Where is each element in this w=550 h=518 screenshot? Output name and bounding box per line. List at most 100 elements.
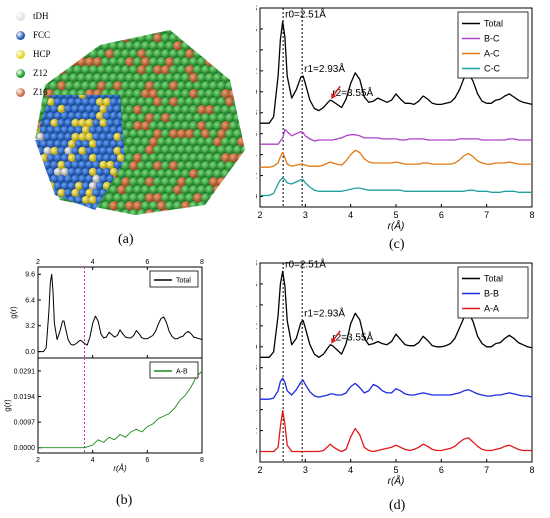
atom-sphere <box>117 57 127 67</box>
atom-sphere <box>50 174 59 184</box>
atom-sphere <box>89 49 99 59</box>
atom-sphere <box>213 153 223 163</box>
atom-sphere <box>153 161 163 171</box>
atom-sphere <box>81 209 91 210</box>
atom-sphere <box>161 97 171 107</box>
atom-sphere <box>193 81 203 91</box>
x-tick-label: 3 <box>303 210 308 220</box>
atom-sphere <box>85 30 95 35</box>
atom-sphere <box>193 209 203 215</box>
y-tick-label: 14 <box>256 45 257 55</box>
atom-sphere <box>125 57 135 67</box>
legend-swatch <box>16 30 25 40</box>
atom-sphere <box>137 81 147 91</box>
atom-sphere <box>37 169 47 179</box>
atom-sphere <box>125 185 135 195</box>
atom-sphere <box>185 113 195 123</box>
atom-sphere <box>105 81 115 91</box>
atom-sphere <box>125 169 135 179</box>
atom-sphere <box>67 167 77 177</box>
atom-sphere <box>145 81 155 91</box>
atom-sphere <box>157 169 167 179</box>
panel-a-caption: (a) <box>118 232 134 247</box>
atom-sphere <box>35 139 42 149</box>
atom-sphere <box>41 209 51 215</box>
atom-sphere <box>89 65 99 75</box>
atom-sphere <box>77 73 87 83</box>
atom-sphere <box>88 139 98 149</box>
atom-sphere <box>35 181 42 191</box>
legend-item-hcp: HCP <box>16 46 76 62</box>
atom-sphere <box>141 30 151 35</box>
y-tick-label: 18 <box>256 258 257 268</box>
atom-sphere <box>165 121 175 131</box>
atom-sphere <box>157 137 167 147</box>
atom-sphere <box>121 161 131 171</box>
atom-sphere <box>201 145 211 155</box>
x-tick-label: 4 <box>91 457 95 464</box>
atom-sphere <box>185 161 195 171</box>
atom-sphere <box>88 195 98 205</box>
atom-sphere <box>189 57 199 67</box>
atom-sphere <box>177 177 187 187</box>
atom-sphere <box>102 139 112 149</box>
atom-sphere <box>137 97 147 107</box>
x-tick-label: 6 <box>145 259 149 266</box>
atom-sphere <box>193 113 203 123</box>
atom-sphere <box>53 201 63 211</box>
atom-sphere <box>116 139 125 149</box>
atom-sphere <box>165 89 175 99</box>
atom-sphere <box>116 153 125 163</box>
atom-sphere <box>245 25 250 35</box>
x-tick-label: 3 <box>303 465 308 475</box>
atom-sphere <box>71 202 80 210</box>
atom-sphere <box>205 89 215 99</box>
atom-sphere <box>81 65 91 75</box>
atom-sphere <box>36 174 45 184</box>
y-tick-label: 10 <box>256 342 257 352</box>
atom-sphere <box>149 57 159 67</box>
atom-sphere <box>88 167 98 177</box>
atom-sphere <box>113 132 122 142</box>
atom-sphere <box>153 113 163 123</box>
atom-sphere <box>173 30 183 35</box>
atom-sphere <box>57 146 66 156</box>
atom-sphere <box>129 97 139 107</box>
atom-sphere <box>201 33 211 43</box>
atom-sphere <box>165 30 175 35</box>
atom-sphere <box>88 125 98 135</box>
atom-sphere <box>173 137 183 147</box>
atom-sphere <box>99 174 108 184</box>
atom-sphere <box>241 65 245 75</box>
atom-sphere <box>95 153 105 163</box>
atom-sphere <box>237 105 245 115</box>
atom-sphere <box>137 161 147 171</box>
atom-sphere <box>133 121 143 131</box>
panel-d-caption: (d) <box>389 498 406 513</box>
atom-sphere <box>141 169 151 179</box>
atom-sphere <box>157 201 167 211</box>
y-tick-label: 4 <box>256 150 257 160</box>
y-tick-label: 3.2 <box>25 323 35 330</box>
atom-sphere <box>129 81 139 91</box>
atom-sphere <box>49 209 59 215</box>
atom-sphere <box>67 97 77 107</box>
atom-sphere <box>205 169 215 179</box>
atom-sphere <box>209 33 219 43</box>
y-tick-label: 8 <box>256 363 257 373</box>
atom-sphere <box>81 181 91 191</box>
atom-sphere <box>177 145 187 155</box>
atom-sphere <box>209 97 219 107</box>
atom-sphere <box>78 118 87 128</box>
atom-sphere <box>117 169 127 179</box>
atom-sphere <box>153 177 163 187</box>
atom-sphere <box>157 185 167 195</box>
atom-sphere <box>73 65 83 75</box>
atom-sphere <box>137 193 147 203</box>
atom-sphere <box>221 30 231 35</box>
y-tick-label: 0.0291 <box>14 368 36 375</box>
atom-sphere <box>109 185 119 195</box>
atom-sphere <box>229 121 239 131</box>
atom-sphere <box>97 81 107 91</box>
atom-sphere <box>36 132 45 142</box>
